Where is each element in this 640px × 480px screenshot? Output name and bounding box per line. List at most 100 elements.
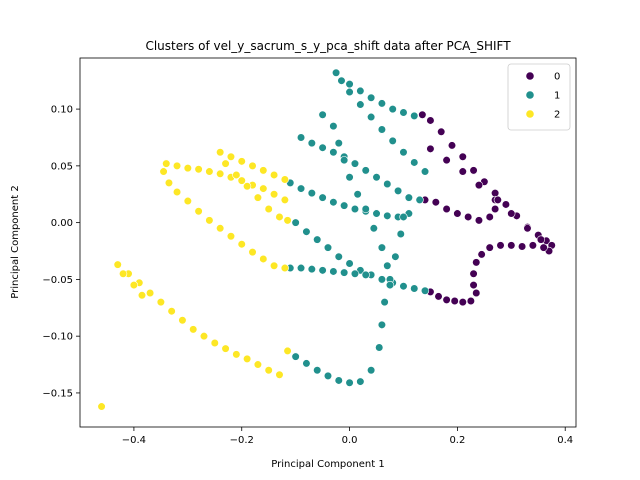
points-layer (97, 68, 556, 411)
point-cluster-0-16 (442, 156, 451, 165)
point-cluster-1-2 (345, 80, 354, 89)
point-cluster-2-18 (119, 269, 128, 278)
point-cluster-1-82 (353, 190, 362, 199)
point-cluster-1-10 (356, 100, 365, 109)
point-cluster-1-4 (367, 93, 376, 102)
point-cluster-1-55 (296, 263, 306, 273)
legend-marker-1 (526, 91, 534, 99)
point-cluster-2-59 (283, 216, 292, 225)
point-cluster-1-45 (334, 252, 343, 261)
point-cluster-2-32 (280, 195, 289, 205)
point-cluster-1-17 (296, 133, 306, 142)
point-cluster-1-84 (369, 224, 378, 233)
y-tick-label: 0.05 (51, 161, 73, 172)
point-cluster-2-48 (237, 157, 246, 166)
point-cluster-1-13 (388, 136, 397, 145)
point-cluster-1-61 (361, 270, 370, 279)
point-cluster-0-44 (458, 298, 467, 307)
point-cluster-1-16 (420, 167, 430, 176)
point-cluster-2-35 (172, 187, 182, 197)
point-cluster-0-40 (469, 269, 478, 278)
point-cluster-2-37 (194, 207, 203, 216)
point-cluster-0-37 (485, 243, 494, 252)
point-cluster-1-62 (291, 352, 300, 361)
point-cluster-0-21 (523, 224, 532, 233)
point-cluster-1-77 (318, 110, 327, 119)
point-cluster-1-9 (345, 87, 354, 97)
point-cluster-1-74 (391, 252, 400, 261)
point-cluster-2-0 (97, 402, 106, 411)
point-cluster-2-28 (237, 176, 246, 185)
point-cluster-0-30 (491, 204, 500, 214)
y-tick-label: −0.15 (42, 388, 73, 399)
point-cluster-2-23 (183, 164, 192, 173)
y-axis-ticks: −0.15 −0.10 −0.05 0.00 0.05 0.10 (42, 105, 80, 399)
point-cluster-0-43 (466, 296, 475, 306)
point-cluster-2-44 (269, 261, 279, 270)
point-cluster-1-52 (410, 284, 419, 293)
point-cluster-2-24 (194, 165, 203, 174)
point-cluster-2-8 (189, 325, 198, 334)
point-cluster-1-20 (329, 148, 338, 157)
point-cluster-2-53 (221, 159, 230, 168)
point-cluster-1-34 (340, 201, 349, 210)
point-cluster-2-13 (243, 354, 252, 363)
point-cluster-2-31 (269, 190, 279, 199)
point-cluster-0-15 (426, 144, 435, 153)
legend-marker-2 (526, 110, 534, 118)
point-cluster-0-3 (447, 141, 457, 150)
chart-title: Clusters of vel_y_sacrum_s_y_pca_shift d… (145, 39, 511, 53)
point-cluster-2-45 (280, 263, 289, 273)
point-cluster-2-39 (216, 224, 225, 233)
point-cluster-2-56 (253, 193, 263, 202)
x-axis-label: Principal Component 1 (271, 459, 384, 470)
point-cluster-2-36 (183, 196, 192, 206)
point-cluster-2-5 (156, 298, 165, 307)
point-cluster-0-39 (472, 258, 481, 267)
point-cluster-1-6 (388, 104, 397, 114)
point-cluster-1-80 (340, 156, 349, 165)
point-cluster-1-15 (410, 158, 419, 167)
x-tick-label: 0.4 (557, 435, 573, 446)
point-cluster-2-55 (243, 182, 252, 191)
point-cluster-2-33 (159, 167, 168, 176)
point-cluster-2-7 (178, 316, 187, 325)
point-cluster-2-49 (248, 161, 257, 170)
point-cluster-2-34 (164, 178, 174, 187)
point-cluster-2-50 (259, 166, 268, 175)
point-cluster-2-30 (259, 184, 268, 193)
point-cluster-1-83 (361, 204, 370, 214)
point-cluster-2-58 (275, 212, 284, 222)
point-cluster-1-67 (345, 378, 354, 387)
point-cluster-1-78 (329, 122, 338, 131)
legend-label-0: 0 (554, 72, 560, 83)
point-cluster-1-87 (385, 280, 395, 290)
x-tick-label: −0.2 (230, 435, 254, 446)
point-cluster-1-46 (345, 259, 354, 268)
y-tick-label: 0.00 (51, 218, 73, 229)
point-cluster-0-24 (431, 198, 440, 207)
point-cluster-1-64 (313, 366, 322, 375)
point-cluster-2-54 (232, 170, 241, 180)
point-cluster-1-27 (404, 193, 413, 202)
point-cluster-0-1 (426, 116, 435, 125)
point-cluster-1-12 (377, 125, 387, 134)
point-cluster-1-11 (367, 112, 376, 122)
point-cluster-1-14 (399, 148, 408, 157)
point-cluster-0-25 (442, 204, 451, 214)
point-cluster-1-18 (307, 139, 316, 148)
point-cluster-1-7 (399, 108, 408, 117)
x-tick-label: 0.2 (449, 435, 465, 446)
point-cluster-2-9 (199, 332, 209, 341)
point-cluster-0-33 (528, 241, 537, 250)
point-cluster-1-71 (377, 320, 387, 329)
point-cluster-1-23 (361, 166, 370, 175)
point-cluster-2-4 (145, 288, 155, 298)
point-cluster-1-26 (393, 186, 403, 195)
point-cluster-0-28 (474, 216, 484, 225)
point-cluster-0-29 (485, 212, 494, 222)
point-cluster-0-38 (477, 250, 486, 259)
point-cluster-2-26 (216, 169, 225, 178)
point-cluster-1-51 (399, 282, 408, 291)
point-cluster-1-49 (377, 275, 387, 284)
